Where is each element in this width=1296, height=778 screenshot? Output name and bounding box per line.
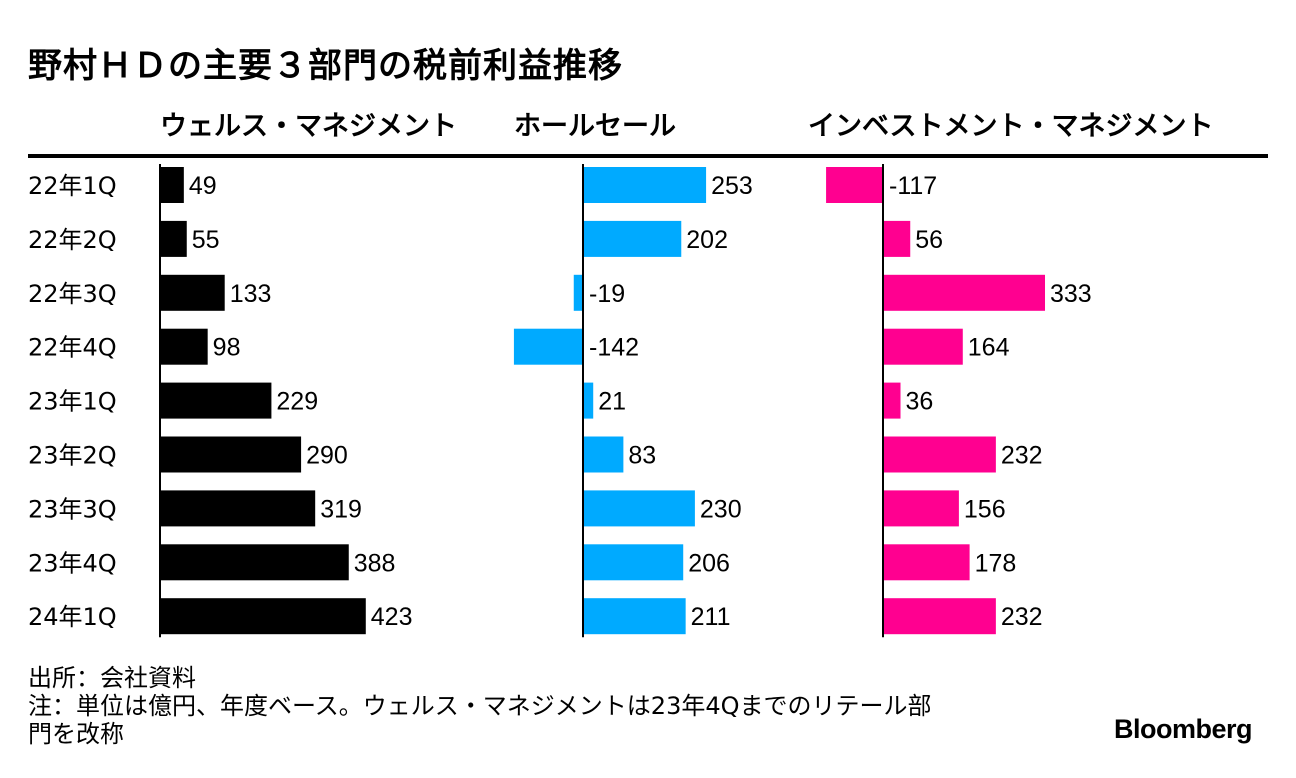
category-label: 23年4Q: [28, 549, 117, 577]
category-label: 23年3Q: [28, 495, 117, 523]
bar-investment: [883, 436, 996, 473]
category-label: 24年1Q: [28, 603, 117, 631]
bar-investment: [883, 544, 970, 581]
category-label: 22年3Q: [28, 280, 117, 308]
bar-investment: [883, 490, 959, 527]
header-wholesale: ホールセール: [514, 111, 676, 142]
bar-wholesale: [583, 382, 594, 419]
value-label-investment: 333: [1050, 280, 1092, 308]
bar-investment: [826, 167, 883, 203]
value-label-wholesale: 206: [688, 549, 730, 577]
value-label-investment: 232: [1001, 603, 1043, 631]
value-label-wealth: 388: [354, 549, 396, 577]
bar-wholesale: [583, 436, 624, 473]
notes-block: 出所：会社資料 注：単位は億円、年度ベース。ウェルス・マネジメントは23年4Qま…: [28, 664, 932, 748]
source-note: 出所：会社資料: [28, 664, 196, 692]
bar-wholesale: [583, 220, 682, 257]
value-label-wealth: 290: [306, 442, 348, 470]
value-label-wealth: 229: [276, 388, 318, 416]
bar-wealth: [160, 436, 302, 473]
header-wealth-management: ウェルス・マネジメント: [160, 111, 457, 142]
bar-wholesale: [583, 544, 684, 581]
value-label-wealth: 49: [189, 172, 217, 200]
unit-note-line1: 注：単位は億円、年度ベース。ウェルス・マネジメントは23年4Qまでのリテール部: [28, 692, 932, 720]
unit-note-line2: 門を改称: [28, 720, 124, 748]
bar-wholesale: [583, 490, 695, 527]
bar-wealth: [160, 328, 208, 365]
header-divider: [28, 154, 1268, 158]
bar-wealth: [160, 490, 316, 527]
bar-investment: [883, 274, 1046, 311]
value-label-investment: 36: [906, 388, 934, 416]
category-label: 23年2Q: [28, 442, 117, 470]
header-investment-management: インベストメント・マネジメント: [808, 111, 1214, 142]
chart-title: 野村ＨＤの主要３部門の税前利益推移: [28, 46, 623, 86]
value-label-wealth: 98: [213, 334, 241, 362]
value-label-investment: 178: [975, 549, 1017, 577]
value-label-investment: 156: [964, 495, 1006, 523]
value-label-investment: 164: [968, 334, 1010, 362]
bar-wholesale: [583, 598, 686, 635]
value-label-investment: 56: [915, 226, 943, 254]
bar-wealth: [160, 167, 184, 203]
bar-wealth: [160, 544, 349, 581]
value-label-wholesale: 21: [598, 388, 626, 416]
value-label-wholesale: 253: [711, 172, 753, 200]
value-label-investment: -117: [889, 172, 937, 200]
value-label-wholesale: -142: [589, 334, 639, 362]
category-label: 23年1Q: [28, 388, 117, 416]
bar-investment: [883, 598, 996, 635]
value-label-wholesale: -19: [589, 280, 625, 308]
bar-investment: [883, 220, 911, 257]
category-label: 22年1Q: [28, 172, 117, 200]
value-label-wealth: 319: [320, 495, 362, 523]
bar-wholesale: [573, 274, 583, 311]
value-label-wholesale: 83: [628, 442, 656, 470]
bar-wealth: [160, 220, 187, 257]
value-label-wholesale: 230: [700, 495, 742, 523]
bloomberg-logo: Bloomberg: [1114, 714, 1253, 744]
bar-wealth: [160, 274, 225, 311]
category-label: 22年4Q: [28, 334, 117, 362]
bar-wealth: [160, 382, 272, 419]
value-label-wholesale: 202: [686, 226, 728, 254]
bar-investment: [883, 328, 963, 365]
value-label-wholesale: 211: [691, 603, 731, 631]
category-label: 22年2Q: [28, 226, 117, 254]
bar-wealth: [160, 598, 366, 635]
bar-investment: [883, 382, 901, 419]
value-label-wealth: 55: [192, 226, 220, 254]
bar-wholesale: [583, 167, 707, 203]
value-label-wealth: 423: [371, 603, 413, 631]
bar-wholesale: [513, 328, 583, 365]
value-label-wealth: 133: [230, 280, 272, 308]
value-label-investment: 232: [1001, 442, 1043, 470]
